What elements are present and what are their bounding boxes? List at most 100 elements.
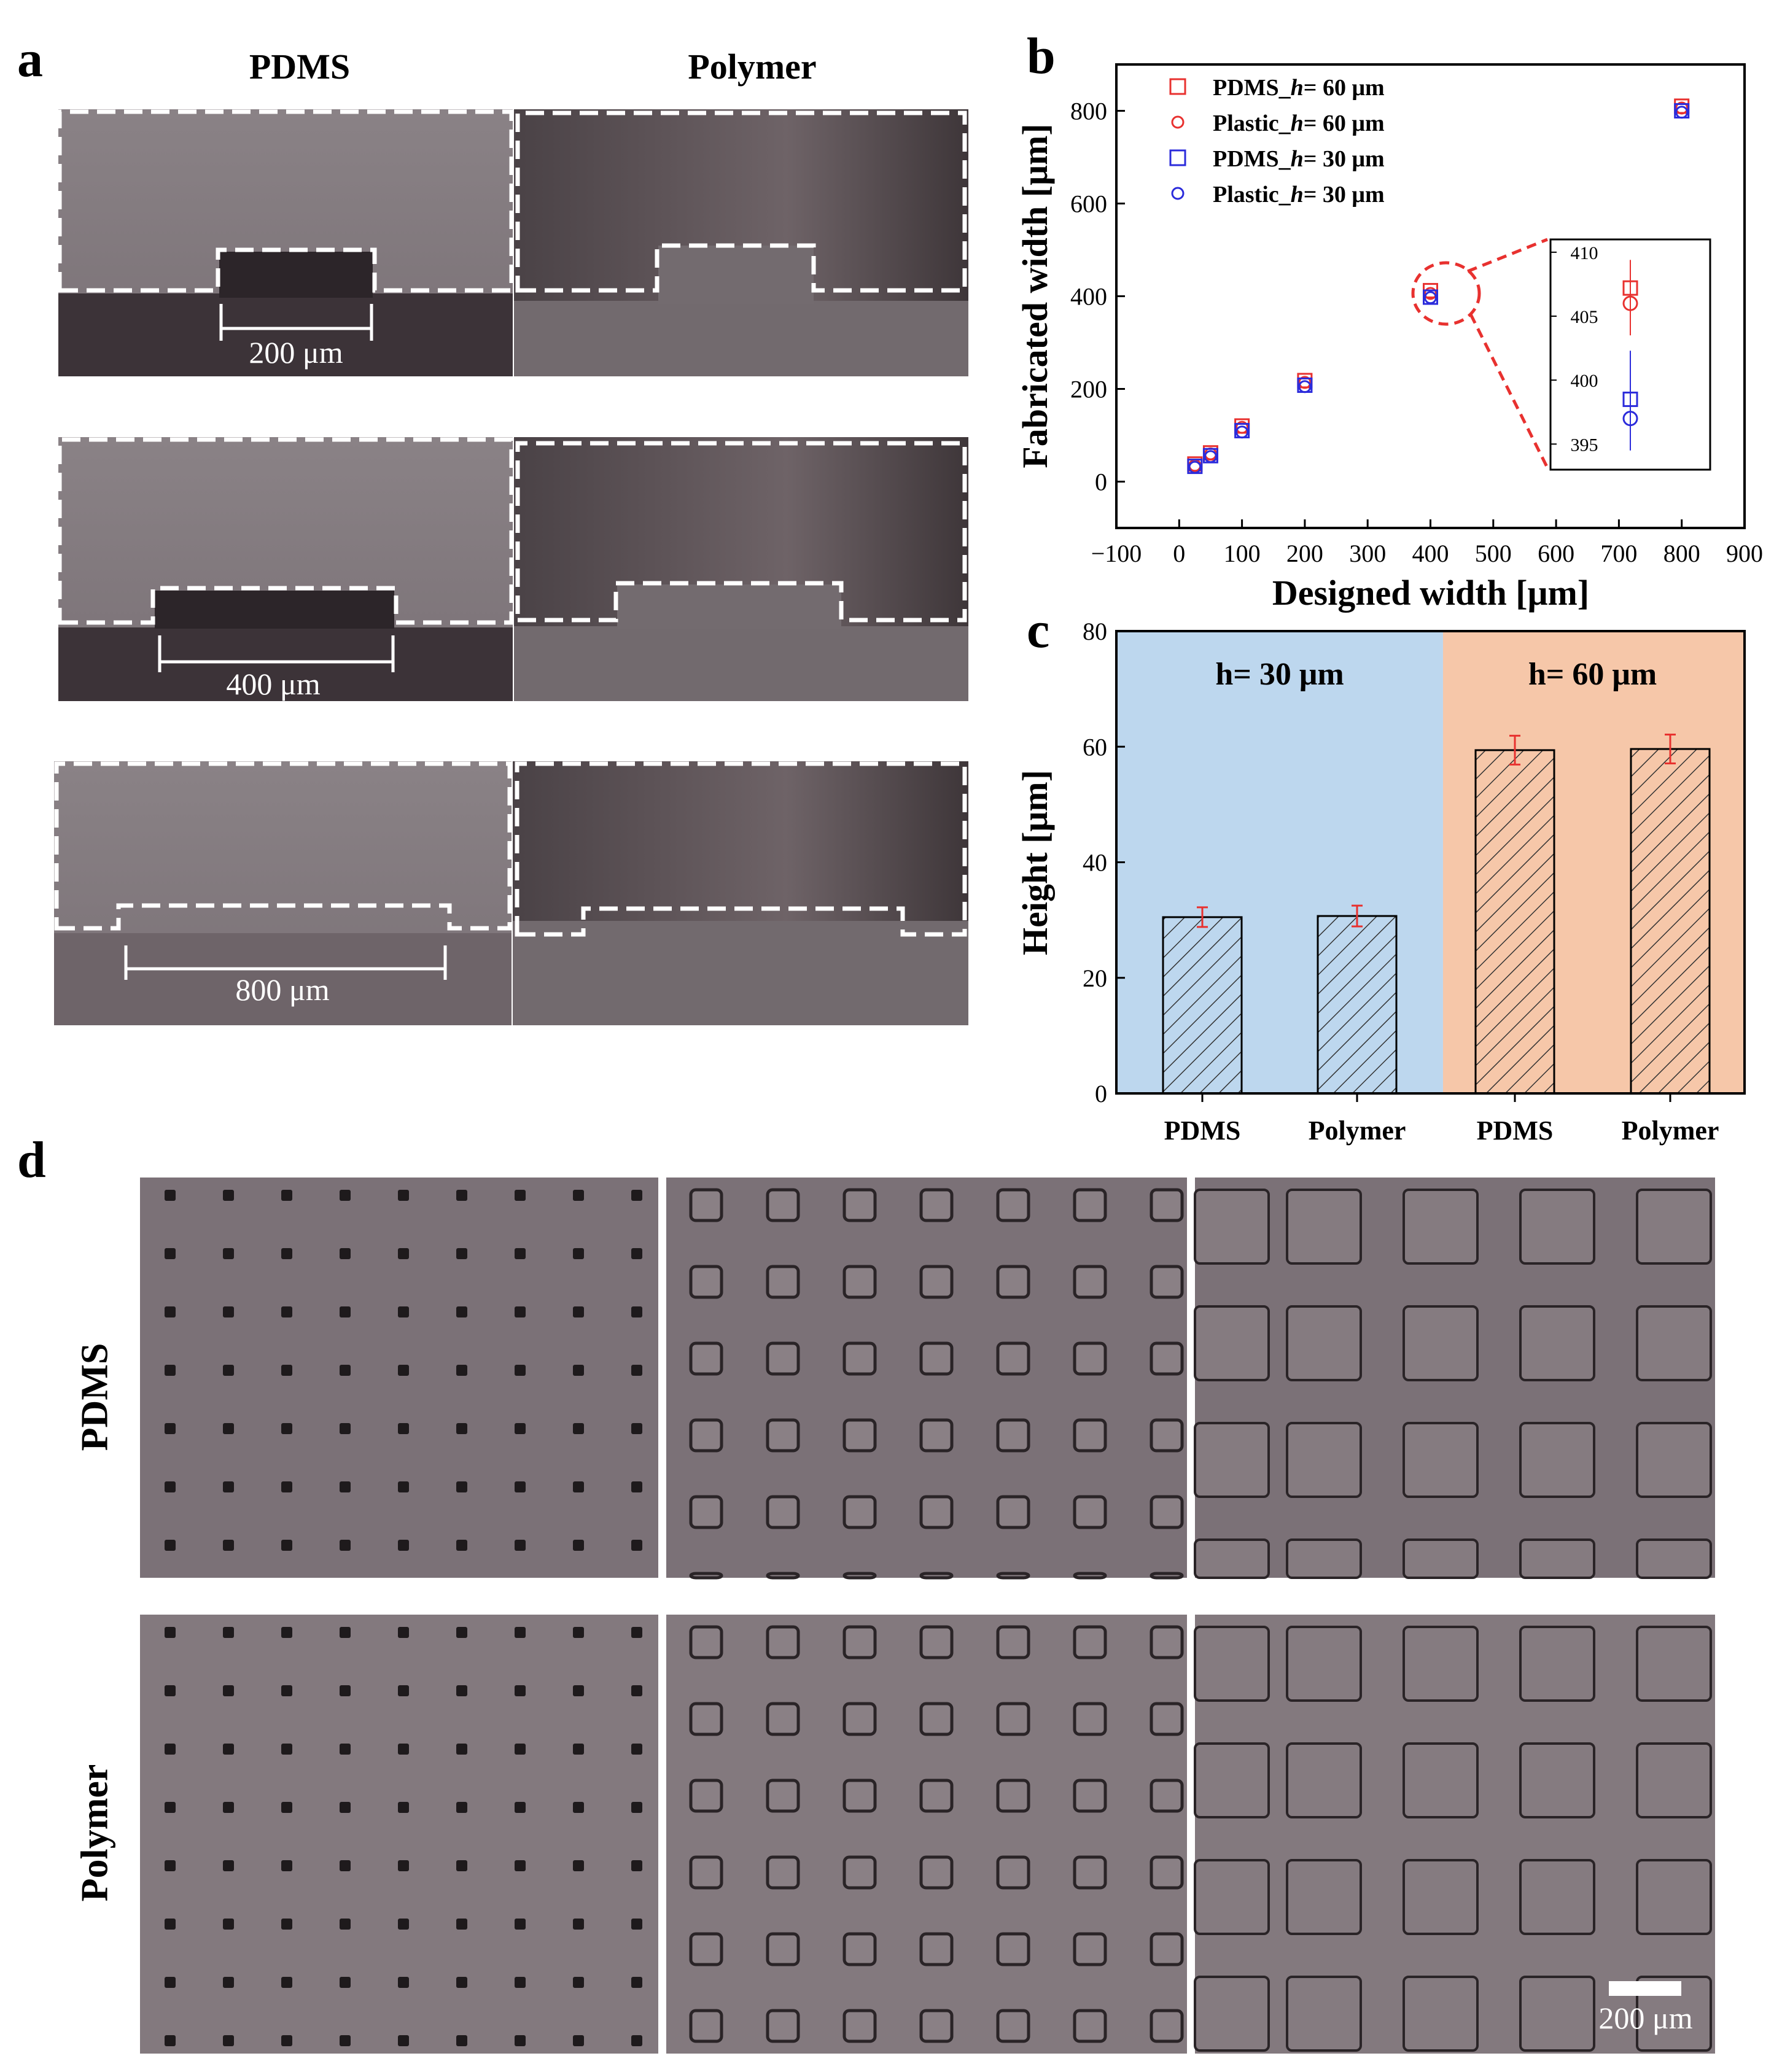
panel-d-square	[842, 1188, 877, 1222]
panel-d-pattern	[689, 1625, 1184, 2043]
panel-d-square	[165, 1306, 176, 1317]
panel-d-pattern	[165, 1627, 642, 2046]
panel-d-square	[1150, 1265, 1184, 1299]
panel-d-pattern	[689, 1188, 1184, 1580]
panel-d-square	[1286, 1305, 1362, 1381]
panel-d-square	[1286, 1422, 1362, 1498]
chart-b-fabricated-width: −100 0 100 200 300 400 500 600 700 800 900 0 200 400…	[1015, 63, 1763, 613]
panel-d-square	[398, 1248, 409, 1259]
panel-d-square	[398, 1977, 409, 1988]
panel-d-square	[340, 1365, 351, 1376]
chart-b-zoom-circle	[1411, 261, 1481, 326]
chart-b-point	[1188, 460, 1202, 474]
panel-d-square	[223, 1919, 234, 1930]
chart-b-x-tick-label: 300	[1349, 540, 1386, 567]
panel-d-pattern	[1194, 1626, 1712, 2052]
panel-d-square	[1636, 1189, 1712, 1265]
chart-b-zoom-line-bottom	[1469, 313, 1549, 469]
panel-a-column-title-pdms: PDMS	[249, 47, 351, 87]
micrograph-polymer-800	[513, 761, 968, 1025]
panel-d-square	[281, 1306, 292, 1317]
chart-b-x-axis-label: Designed width [μm]	[1272, 573, 1589, 613]
panel-d-square	[766, 2009, 800, 2043]
panel-d-tile	[666, 1615, 1187, 2054]
panel-d-square	[456, 1365, 467, 1376]
panel-d-square	[398, 1744, 409, 1755]
panel-d-square	[573, 1977, 584, 1988]
panel-d-square	[842, 1625, 877, 1659]
panel-d-square	[398, 1540, 409, 1551]
panel-d-square	[842, 1855, 877, 1890]
panel-d-square	[573, 1365, 584, 1376]
panel-d-square	[573, 1423, 584, 1434]
panel-d-square	[456, 2035, 467, 2046]
chart-b-legend-marker	[1171, 115, 1185, 129]
panel-d-square	[1286, 1538, 1362, 1579]
panel-d-square	[1150, 1495, 1184, 1529]
panel-d-square	[1150, 2009, 1184, 2043]
panel-d-square	[689, 1265, 723, 1299]
panel-d-square	[515, 1685, 526, 1696]
panel-d-tile	[140, 1178, 658, 1578]
panel-d-square	[515, 1627, 526, 1638]
panel-d-square	[631, 1248, 642, 1259]
panel-d-square	[631, 1744, 642, 1755]
panel-d-square	[223, 1627, 234, 1638]
panel-d-square	[573, 1306, 584, 1317]
panel-d-square	[340, 1190, 351, 1201]
panel-d-square	[165, 1685, 176, 1696]
panel-d-square	[573, 1744, 584, 1755]
panel-d-square	[456, 1977, 467, 1988]
chart-b-legend-marker	[1169, 78, 1186, 95]
panel-d-square	[1519, 1538, 1595, 1579]
panel-d-square	[1073, 1188, 1107, 1222]
panel-d-square	[1073, 1418, 1107, 1453]
panel-d-square	[456, 1306, 467, 1317]
panel-d-square	[1286, 1189, 1362, 1265]
panel-d-square	[340, 1919, 351, 1930]
panel-d-square	[165, 1919, 176, 1930]
panel-d-square	[766, 1188, 800, 1222]
panel-d-square	[919, 1418, 954, 1453]
chart-c-x-tick-label: Polymer	[1622, 1116, 1719, 1146]
micrograph-polymer-400	[514, 437, 968, 701]
chart-b-x-tick-label: 900	[1726, 540, 1763, 567]
panel-d-square	[1150, 1779, 1184, 1813]
panel-d-square	[456, 1744, 467, 1755]
panel-d-square	[1286, 1742, 1362, 1818]
panel-d-square	[996, 1625, 1030, 1659]
panel-d-square	[1194, 1189, 1270, 1265]
panel-d-square	[456, 1627, 467, 1638]
panel-d-square	[919, 1495, 954, 1529]
panel-d-square	[281, 1627, 292, 1638]
panel-d-square	[1150, 1625, 1184, 1659]
panel-d-square	[398, 2035, 409, 2046]
panel-d-square	[766, 1779, 800, 1813]
chart-b-inset-tick-label: 400	[1571, 371, 1598, 391]
panel-d-square	[515, 1540, 526, 1551]
panel-d-square	[340, 1627, 351, 1638]
panel-d-square	[842, 1418, 877, 1453]
panel-d-square	[515, 1306, 526, 1317]
panel-d-square	[398, 1685, 409, 1696]
panel-d-square	[1194, 1859, 1270, 1935]
panel-d-square	[1286, 1859, 1362, 1935]
panel-d-square	[766, 1625, 800, 1659]
panel-d-square	[223, 1306, 234, 1317]
panel-d-square	[398, 1306, 409, 1317]
panel-d-square	[1286, 1626, 1362, 1702]
panel-d-square	[842, 1702, 877, 1736]
micrograph-pdms-400	[57, 437, 514, 701]
panel-d-square	[689, 1341, 723, 1376]
panel-d-square	[340, 1540, 351, 1551]
panel-d-square	[842, 1341, 877, 1376]
panel-d-square	[842, 1932, 877, 1966]
panel-d-square	[515, 1423, 526, 1434]
panel-d-square	[1403, 1976, 1479, 2052]
panel-d-square	[165, 1481, 176, 1492]
panel-d-square	[1073, 1495, 1107, 1529]
panel-d-square	[515, 1802, 526, 1813]
panel-d-square	[996, 1495, 1030, 1529]
chart-b-point	[1424, 291, 1437, 305]
panel-d-square	[281, 2035, 292, 2046]
